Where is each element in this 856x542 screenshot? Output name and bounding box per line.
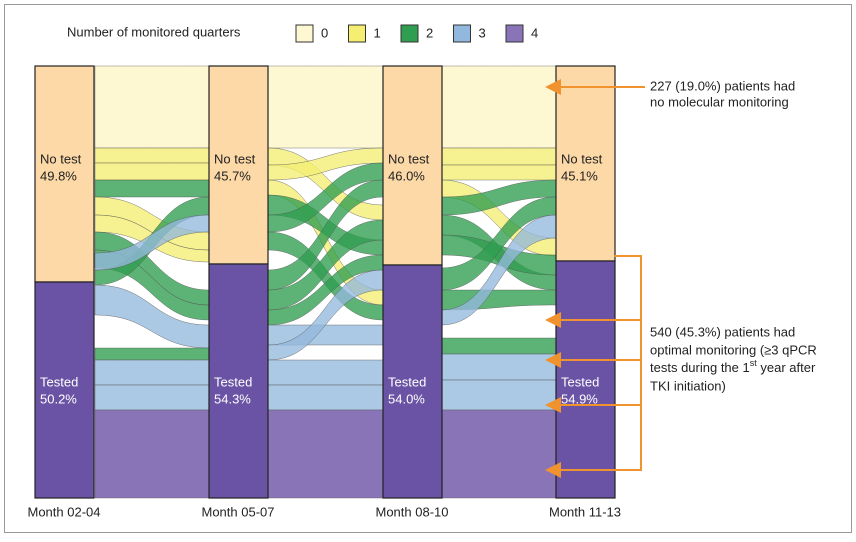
flow (440, 379, 557, 411)
annotation-line: optimal monitoring (≥3 qPCR (650, 342, 817, 357)
no-test-value: 46.0% (388, 168, 425, 183)
legend-label: 0 (321, 25, 328, 40)
legend-label: 2 (426, 25, 433, 40)
flow (94, 347, 210, 361)
flow (440, 147, 557, 166)
column-label: Month 05-07 (202, 504, 275, 519)
flow (267, 384, 384, 411)
flow (94, 179, 210, 198)
flow (94, 162, 210, 181)
tested-bar (555, 260, 616, 499)
flow (440, 164, 557, 181)
annotation-line: 227 (19.0%) patients had (650, 78, 795, 93)
annotation-line: tests during the 1st year after (650, 358, 816, 375)
tested-bar (34, 281, 95, 499)
tested-value: 54.9% (561, 391, 598, 406)
flow (94, 147, 210, 164)
superscript: st (750, 358, 758, 368)
annotation-line: 540 (45.3%) patients had (650, 324, 795, 339)
column-label: Month 11-13 (549, 504, 621, 519)
text-part: tests during the 1 (650, 360, 750, 375)
tested-label: Tested (40, 374, 78, 389)
flow (94, 384, 210, 411)
annotation-2 (545, 255, 642, 478)
frame (4, 4, 852, 533)
no-test-value: 49.8% (40, 168, 77, 183)
tested-value: 54.3% (214, 391, 251, 406)
flows (94, 65, 557, 499)
legend-title: Number of monitored quarters (67, 24, 241, 39)
tested-label: Tested (214, 374, 252, 389)
legend-label: 3 (479, 25, 486, 40)
flow (94, 359, 210, 386)
legend-label: 4 (531, 25, 538, 40)
legend-swatch (348, 24, 366, 43)
columns: No test 49.8% Tested 50.2% Month 02-04 No tes… (28, 65, 621, 519)
column-label: Month 08-10 (376, 504, 449, 519)
legend-swatch (400, 24, 419, 43)
flow (267, 359, 384, 386)
tested-label: Tested (561, 374, 599, 389)
no-test-label: No test (40, 151, 82, 166)
text-part: year after (757, 360, 816, 375)
flow (440, 337, 557, 355)
flow (440, 65, 557, 149)
tested-bar (208, 263, 269, 499)
no-test-label: No test (214, 151, 256, 166)
annotation-line: TKI initiation) (650, 378, 726, 393)
no-test-bar (382, 65, 443, 266)
tested-label: Tested (388, 374, 426, 389)
flow (267, 65, 384, 149)
flow (440, 353, 557, 381)
flow (440, 409, 557, 499)
legend-label: 1 (374, 25, 381, 40)
no-test-bar (208, 65, 269, 265)
flow (267, 409, 384, 499)
flow (94, 409, 210, 499)
no-test-bar (34, 65, 95, 283)
tested-value: 54.0% (388, 391, 425, 406)
bracket (614, 255, 642, 471)
tested-bar (382, 264, 443, 499)
no-test-label: No test (561, 151, 603, 166)
annotation-1: 227 (19.0%) patients had no molecular mo… (545, 78, 795, 109)
column-label: Month 02-04 (28, 504, 101, 519)
flow (94, 65, 210, 149)
no-test-label: No test (388, 151, 430, 166)
legend: 0 1 2 3 4 (295, 24, 538, 43)
legend-swatch (453, 24, 471, 43)
legend-swatch (505, 24, 524, 43)
flow (267, 324, 384, 346)
annotation-line: no molecular monitoring (650, 94, 789, 109)
legend-swatch (295, 24, 314, 43)
no-test-bar (555, 65, 616, 262)
no-test-value: 45.7% (214, 168, 251, 183)
tested-value: 50.2% (40, 391, 77, 406)
no-test-value: 45.1% (561, 168, 598, 183)
